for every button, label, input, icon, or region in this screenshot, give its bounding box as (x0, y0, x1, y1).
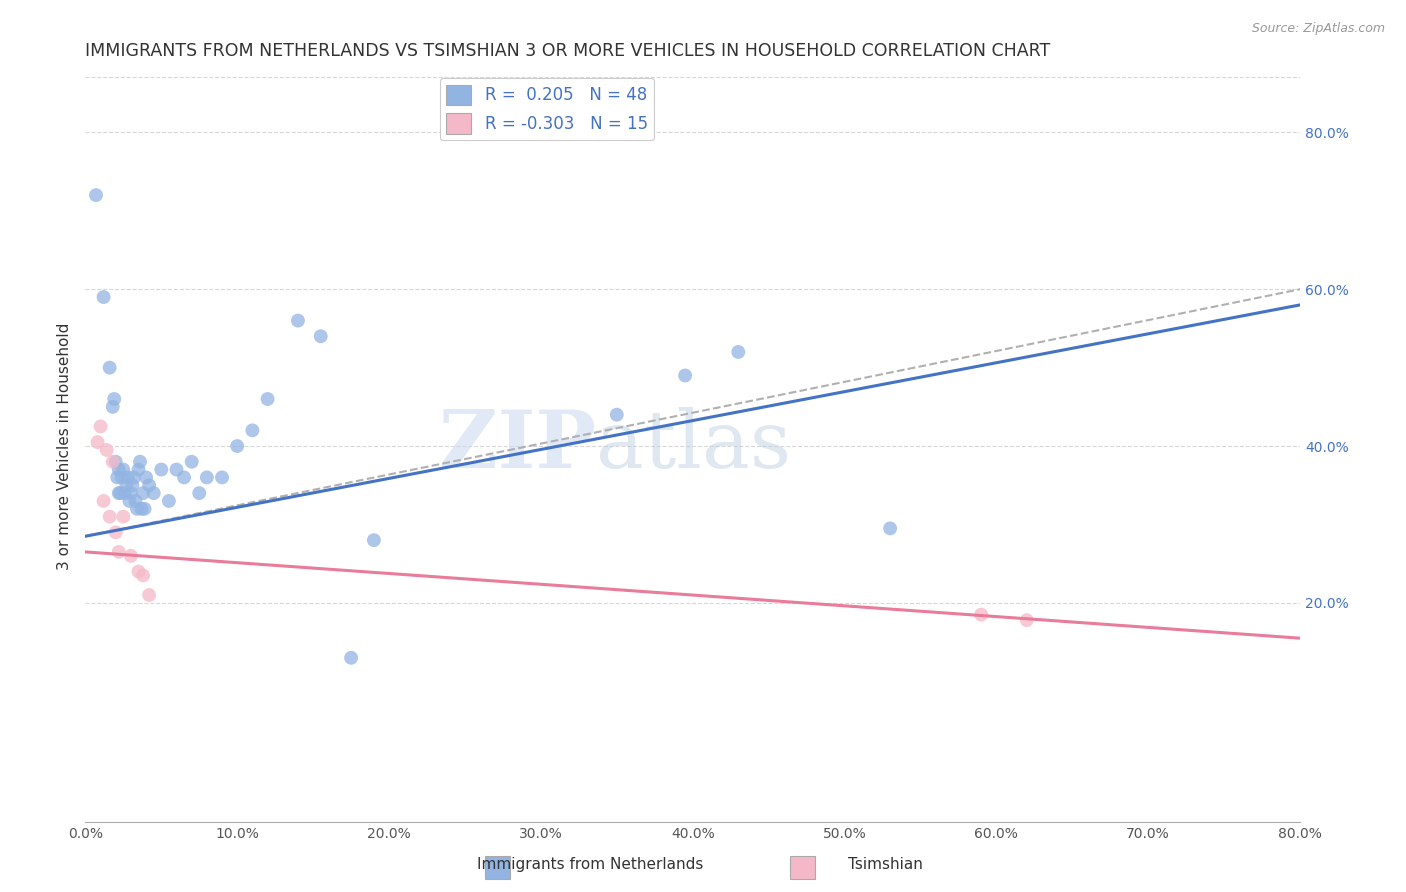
Point (727, 345, 749, 359)
Point (125, 501, 148, 516)
Point (93, 494, 115, 508)
Point (134, 501, 156, 516)
Text: Source: ZipAtlas.com: Source: ZipAtlas.com (1251, 22, 1385, 36)
Point (112, 509, 135, 524)
Point (1015, 613, 1038, 627)
Point (142, 486, 165, 500)
Point (970, 607, 993, 622)
Point (150, 462, 173, 476)
Point (93, 290, 115, 304)
Point (188, 486, 211, 500)
Point (135, 470, 157, 484)
Point (101, 400, 124, 414)
Point (121, 478, 143, 492)
Point (98, 360, 121, 375)
Point (86, 435, 108, 450)
Point (120, 549, 142, 563)
Point (166, 462, 188, 476)
Point (112, 462, 135, 476)
Point (226, 439, 249, 453)
Point (104, 455, 127, 469)
Text: atlas: atlas (596, 407, 790, 485)
Point (107, 545, 129, 559)
Point (84, 188, 107, 202)
Point (138, 478, 160, 492)
Point (132, 568, 155, 582)
Point (879, 521, 901, 535)
Point (107, 462, 129, 476)
Point (211, 470, 233, 484)
Legend: R =  0.205   N = 48, R = -0.303   N = 15: R = 0.205 N = 48, R = -0.303 N = 15 (440, 78, 654, 140)
Point (340, 650, 363, 665)
Point (111, 470, 134, 484)
Y-axis label: 3 or more Vehicles in Household: 3 or more Vehicles in Household (58, 322, 72, 570)
Point (122, 470, 145, 484)
Point (96, 442, 118, 457)
Point (606, 408, 628, 422)
Point (103, 392, 125, 406)
Point (117, 470, 139, 484)
Point (90, 419, 112, 434)
Point (287, 313, 309, 327)
Point (120, 486, 142, 500)
Text: Immigrants from Netherlands: Immigrants from Netherlands (477, 857, 704, 872)
Point (104, 525, 127, 540)
Point (242, 423, 264, 437)
Point (129, 455, 152, 469)
Text: Tsimshian: Tsimshian (848, 857, 924, 872)
Point (157, 494, 180, 508)
Point (180, 455, 202, 469)
Point (110, 486, 132, 500)
Point (98, 509, 121, 524)
Point (131, 501, 153, 516)
Point (118, 494, 141, 508)
Point (132, 486, 155, 500)
Point (309, 329, 332, 343)
Point (128, 565, 150, 579)
Point (195, 470, 218, 484)
Point (124, 494, 146, 508)
Point (105, 470, 128, 484)
Text: IMMIGRANTS FROM NETHERLANDS VS TSIMSHIAN 3 OR MORE VEHICLES IN HOUSEHOLD CORRELA: IMMIGRANTS FROM NETHERLANDS VS TSIMSHIAN… (86, 42, 1050, 60)
Point (673, 368, 696, 383)
Point (101, 455, 124, 469)
Point (128, 462, 150, 476)
Point (363, 533, 385, 548)
Point (173, 470, 195, 484)
Point (115, 478, 138, 492)
Point (256, 392, 278, 406)
Text: ZIP: ZIP (439, 407, 596, 485)
Point (114, 486, 136, 500)
Point (138, 588, 160, 602)
Point (107, 486, 129, 500)
